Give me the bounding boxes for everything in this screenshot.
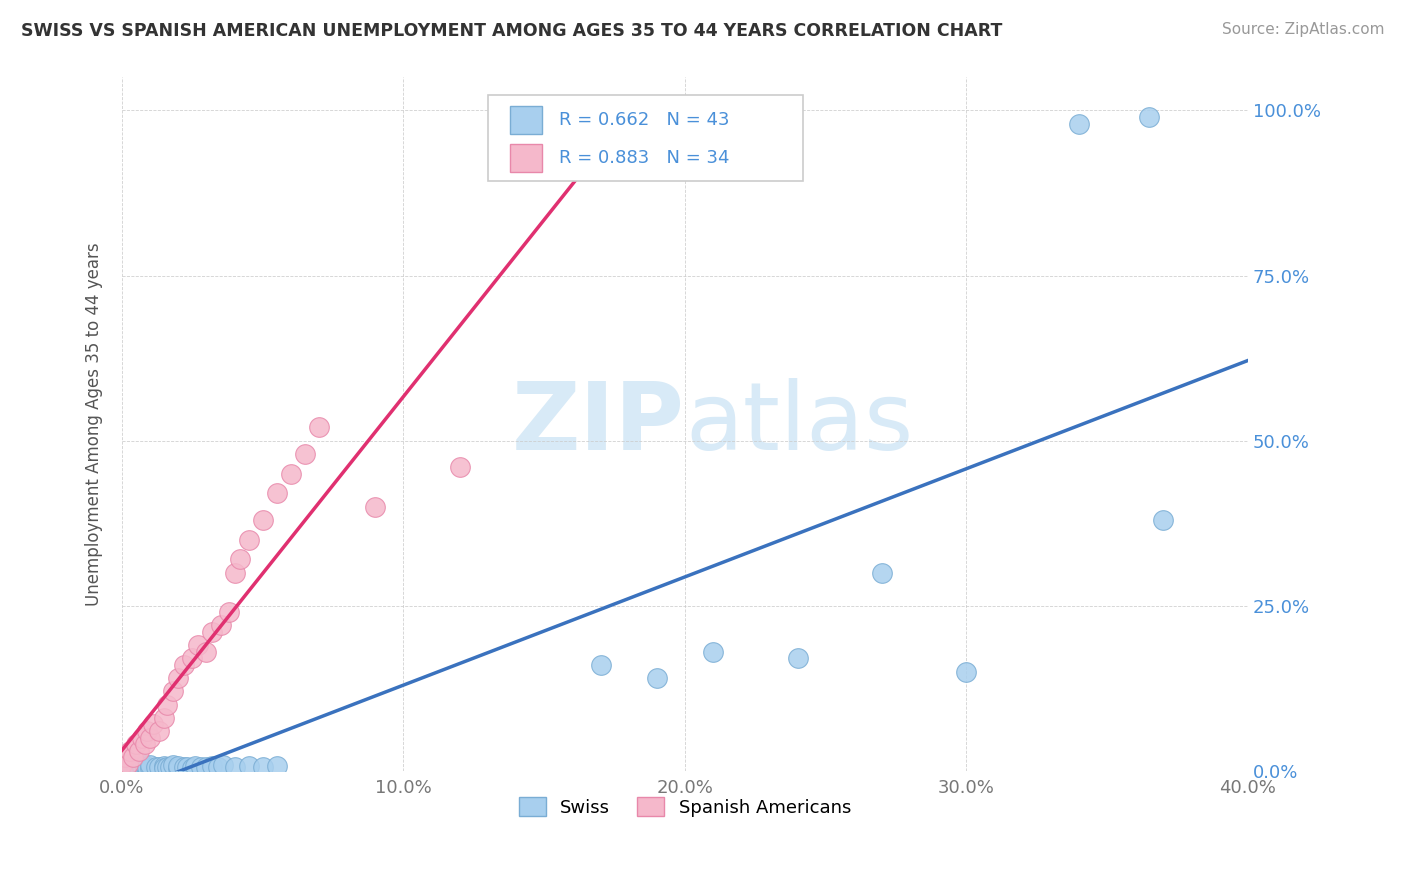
Point — [145, 760, 167, 774]
Point — [252, 513, 274, 527]
Point — [702, 645, 724, 659]
Y-axis label: Unemployment Among Ages 35 to 44 years: Unemployment Among Ages 35 to 44 years — [86, 243, 103, 606]
Point — [111, 760, 134, 774]
Point — [190, 760, 212, 774]
Point — [139, 731, 162, 745]
Point — [1152, 513, 1174, 527]
Text: Source: ZipAtlas.com: Source: ZipAtlas.com — [1222, 22, 1385, 37]
Point — [120, 760, 142, 774]
Point — [195, 760, 218, 774]
Point — [238, 533, 260, 547]
Point — [156, 698, 179, 712]
Text: R = 0.883   N = 34: R = 0.883 N = 34 — [558, 149, 730, 167]
Point — [207, 760, 229, 774]
Point — [589, 658, 612, 673]
Point — [181, 651, 204, 665]
Point — [139, 758, 162, 772]
Point — [224, 760, 246, 774]
Point — [266, 486, 288, 500]
Point — [162, 758, 184, 772]
Point — [117, 757, 139, 772]
Point — [153, 759, 176, 773]
Point — [1067, 117, 1090, 131]
Point — [449, 460, 471, 475]
Point — [153, 711, 176, 725]
Point — [114, 750, 136, 764]
Point — [238, 759, 260, 773]
Point — [136, 760, 159, 774]
Point — [224, 566, 246, 580]
Point — [218, 605, 240, 619]
Text: R = 0.662   N = 43: R = 0.662 N = 43 — [558, 112, 730, 129]
Point — [134, 737, 156, 751]
Text: atlas: atlas — [685, 378, 912, 470]
Point — [280, 467, 302, 481]
Point — [125, 737, 148, 751]
Point — [645, 671, 668, 685]
Point — [1137, 110, 1160, 124]
Point — [294, 447, 316, 461]
Point — [131, 731, 153, 745]
Point — [167, 671, 190, 685]
Point — [139, 761, 162, 775]
Point — [117, 762, 139, 776]
Point — [142, 717, 165, 731]
Point — [786, 651, 808, 665]
FancyBboxPatch shape — [488, 95, 803, 181]
Point — [122, 750, 145, 764]
Point — [134, 758, 156, 772]
Point — [120, 744, 142, 758]
Point — [167, 759, 190, 773]
Point — [128, 761, 150, 775]
FancyBboxPatch shape — [510, 106, 541, 134]
Point — [125, 762, 148, 776]
Point — [159, 760, 181, 774]
Point — [252, 760, 274, 774]
Point — [229, 552, 252, 566]
Point — [134, 762, 156, 776]
Text: ZIP: ZIP — [512, 378, 685, 470]
Point — [955, 665, 977, 679]
Point — [148, 724, 170, 739]
FancyBboxPatch shape — [510, 145, 541, 172]
Point — [167, 761, 190, 775]
Point — [148, 760, 170, 774]
Point — [153, 761, 176, 775]
Point — [173, 658, 195, 673]
Point — [111, 757, 134, 772]
Legend: Swiss, Spanish Americans: Swiss, Spanish Americans — [512, 790, 859, 824]
Point — [364, 500, 387, 514]
Point — [128, 744, 150, 758]
Point — [870, 566, 893, 580]
Point — [201, 759, 224, 773]
Point — [195, 645, 218, 659]
Point — [125, 759, 148, 773]
Point — [131, 760, 153, 774]
Point — [187, 638, 209, 652]
Point — [181, 761, 204, 775]
Point — [209, 618, 232, 632]
Point — [308, 420, 330, 434]
Point — [201, 625, 224, 640]
Point — [184, 759, 207, 773]
Point — [266, 759, 288, 773]
Point — [212, 758, 235, 772]
Point — [176, 760, 198, 774]
Point — [136, 724, 159, 739]
Point — [156, 760, 179, 774]
Point — [173, 760, 195, 774]
Point — [162, 684, 184, 698]
Text: SWISS VS SPANISH AMERICAN UNEMPLOYMENT AMONG AGES 35 TO 44 YEARS CORRELATION CHA: SWISS VS SPANISH AMERICAN UNEMPLOYMENT A… — [21, 22, 1002, 40]
